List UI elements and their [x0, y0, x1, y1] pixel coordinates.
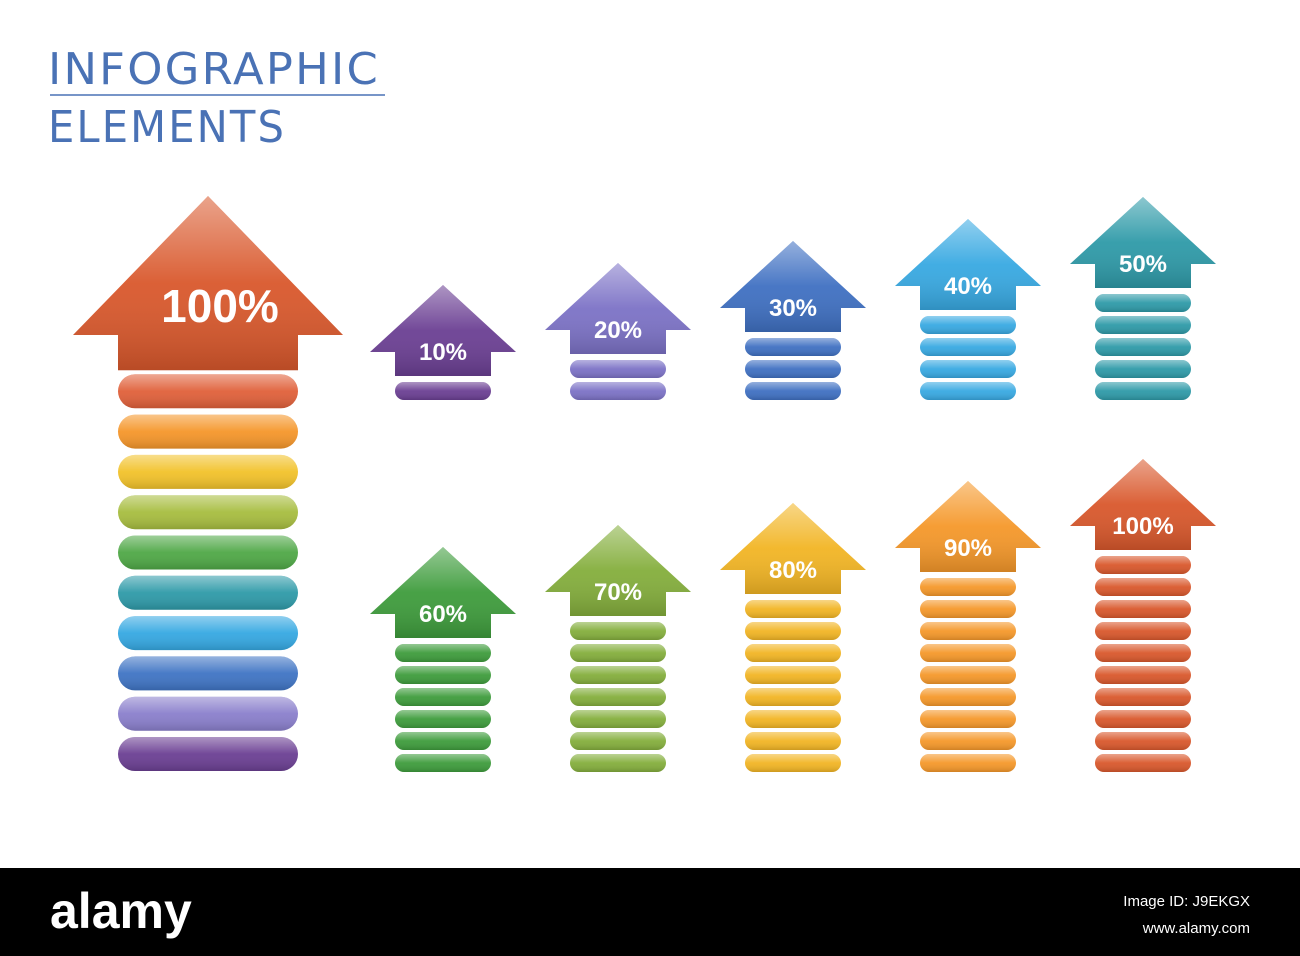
- arrow-label: 40%: [944, 273, 992, 300]
- stripe-gloss: [920, 666, 1016, 684]
- stripe-gloss: [570, 382, 666, 400]
- stripe-gloss: [1095, 622, 1191, 640]
- stripe-gloss: [745, 710, 841, 728]
- stripe-gloss: [570, 710, 666, 728]
- stripe-gloss: [745, 688, 841, 706]
- stripe-gloss: [570, 666, 666, 684]
- footer-url: www.alamy.com: [1142, 920, 1250, 937]
- stripe-gloss: [1095, 732, 1191, 750]
- stripe-gloss: [920, 360, 1016, 378]
- stripe-gloss: [920, 732, 1016, 750]
- stripe-gloss: [118, 535, 298, 570]
- arrow-label: 70%: [594, 579, 642, 606]
- arrow-head-gloss: [545, 263, 691, 354]
- stripe-gloss: [920, 600, 1016, 618]
- stripe-gloss: [745, 666, 841, 684]
- stripe-gloss: [570, 644, 666, 662]
- stripe-gloss: [920, 382, 1016, 400]
- arrow-head-gloss: [545, 525, 691, 616]
- stripe-gloss: [1095, 338, 1191, 356]
- arrows: 100% 10% 20% 30% 40% 50% 60% 70% 80% 90% 100%: [73, 196, 1216, 772]
- stripe-gloss: [1095, 316, 1191, 334]
- title-line-1: INFOGRAPHIC: [48, 44, 380, 95]
- arrow-head-gloss: [73, 196, 343, 371]
- stripe-gloss: [1095, 556, 1191, 574]
- arrow-label: 100%: [1112, 513, 1173, 540]
- footer-brand: alamy: [50, 883, 192, 939]
- stripe-gloss: [920, 754, 1016, 772]
- stripe-gloss: [395, 644, 491, 662]
- stripe-gloss: [920, 644, 1016, 662]
- stripe-gloss: [920, 622, 1016, 640]
- stripe-gloss: [395, 710, 491, 728]
- stripe-gloss: [118, 656, 298, 691]
- arrow-label: 100%: [161, 280, 279, 332]
- arrow-head-gloss: [370, 547, 516, 638]
- stripe-gloss: [118, 374, 298, 409]
- title-line-2: ELEMENTS: [48, 102, 286, 153]
- stripe-gloss: [118, 414, 298, 449]
- stripe-gloss: [1095, 578, 1191, 596]
- stripe-gloss: [745, 338, 841, 356]
- stripe-gloss: [118, 495, 298, 530]
- stripe-gloss: [118, 575, 298, 610]
- stripe-gloss: [570, 732, 666, 750]
- stripe-gloss: [118, 454, 298, 489]
- stripe-gloss: [920, 688, 1016, 706]
- stripe-gloss: [118, 737, 298, 771]
- stripe-gloss: [1095, 754, 1191, 772]
- stripe-gloss: [745, 754, 841, 772]
- arrow-label: 60%: [419, 601, 467, 628]
- stripe-gloss: [1095, 644, 1191, 662]
- arrow-label: 30%: [769, 295, 817, 322]
- stripe-gloss: [118, 696, 298, 731]
- stripe-gloss: [1095, 360, 1191, 378]
- arrow-head-gloss: [370, 285, 516, 376]
- stripe-gloss: [1095, 382, 1191, 400]
- stripe-gloss: [570, 688, 666, 706]
- arrow-label: 90%: [944, 535, 992, 562]
- footer-image-id: Image ID: J9EKGX: [1123, 893, 1250, 910]
- stripe-gloss: [1095, 294, 1191, 312]
- arrow-head-gloss: [895, 481, 1041, 572]
- arrow-head-gloss: [895, 219, 1041, 310]
- stripe-gloss: [745, 732, 841, 750]
- arrow-head-gloss: [1070, 197, 1216, 288]
- arrow-label: 80%: [769, 557, 817, 584]
- arrow-label: 20%: [594, 317, 642, 344]
- stripe-gloss: [745, 600, 841, 618]
- stripe-gloss: [395, 688, 491, 706]
- stripe-gloss: [920, 338, 1016, 356]
- stripe-gloss: [118, 616, 298, 651]
- arrow-label: 10%: [419, 339, 467, 366]
- stripe-gloss: [570, 622, 666, 640]
- stripe-gloss: [395, 732, 491, 750]
- stripe-gloss: [745, 360, 841, 378]
- arrow-label: 50%: [1119, 251, 1167, 278]
- stripe-gloss: [745, 622, 841, 640]
- stripe-gloss: [1095, 666, 1191, 684]
- stripe-gloss: [1095, 710, 1191, 728]
- stripe-gloss: [395, 754, 491, 772]
- stripe-gloss: [745, 644, 841, 662]
- arrow-head-gloss: [1070, 459, 1216, 550]
- stripe-gloss: [920, 578, 1016, 596]
- stripe-gloss: [920, 710, 1016, 728]
- stripe-gloss: [745, 382, 841, 400]
- stripe-gloss: [395, 666, 491, 684]
- arrow-head-gloss: [720, 503, 866, 594]
- stripe-gloss: [1095, 600, 1191, 618]
- arrow-head-gloss: [720, 241, 866, 332]
- stripe-gloss: [570, 754, 666, 772]
- stripe-gloss: [570, 360, 666, 378]
- footer-bar: [0, 868, 1300, 956]
- stripe-gloss: [1095, 688, 1191, 706]
- stripe-gloss: [395, 382, 491, 400]
- stripe-gloss: [920, 316, 1016, 334]
